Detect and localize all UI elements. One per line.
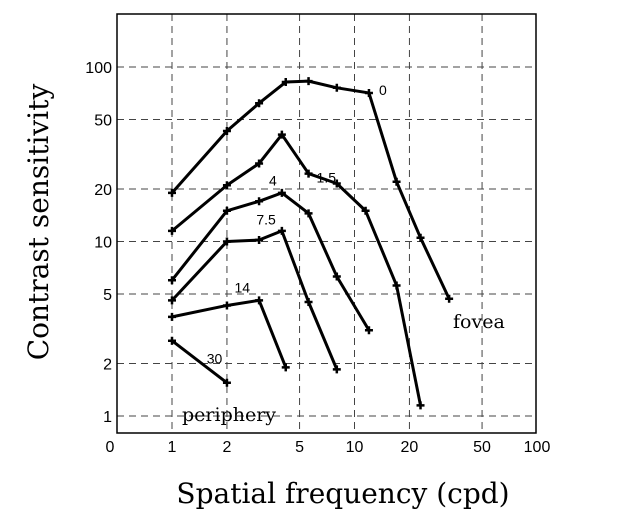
- series-label: 0: [379, 82, 387, 98]
- y-tick-label: 10: [94, 235, 112, 252]
- data-point: [222, 301, 231, 310]
- data-point: [416, 233, 425, 242]
- y-tick-label: 20: [94, 182, 112, 199]
- x-tick-label: 1: [168, 439, 177, 456]
- grid-lines: [117, 14, 536, 433]
- data-point: [222, 378, 231, 387]
- data-point: [364, 326, 373, 335]
- x-tick-label: 5: [295, 439, 304, 456]
- series-label: 14: [234, 280, 250, 296]
- data-point: [304, 298, 313, 307]
- x-tick-label: 10: [346, 439, 364, 456]
- data-point: [255, 99, 264, 108]
- series-line: [170, 79, 451, 300]
- plot-frame: [116, 13, 537, 434]
- data-point: [277, 130, 286, 139]
- data-point: [304, 209, 313, 218]
- data-point: [255, 197, 264, 206]
- data-point: [445, 294, 454, 303]
- data-point: [304, 77, 313, 86]
- x-axis-title: Spatial frequency (cpd): [176, 477, 509, 510]
- data-point: [392, 281, 401, 290]
- data-point: [222, 206, 231, 215]
- data-point: [364, 88, 373, 97]
- fovea-annotation: fovea: [453, 311, 505, 333]
- data-point: [277, 188, 286, 197]
- data-point: [222, 126, 231, 135]
- y-tick-label: 1: [103, 409, 112, 426]
- series-line: [170, 229, 339, 370]
- y-tick-label: 100: [85, 60, 112, 77]
- data-point: [332, 365, 341, 374]
- series-lines: [168, 77, 454, 410]
- data-point: [168, 336, 176, 345]
- y-axis-title: Contrast sensitivity: [22, 84, 55, 361]
- data-point: [255, 296, 264, 305]
- data-point: [168, 188, 176, 197]
- x-tick-label: 20: [401, 439, 419, 456]
- x-tick-label: 2: [222, 439, 231, 456]
- data-point: [281, 363, 290, 372]
- data-point: [168, 296, 176, 305]
- data-point: [392, 177, 401, 186]
- series-label: 4: [269, 172, 277, 188]
- data-point: [168, 312, 176, 321]
- x-origin-label: 0: [106, 439, 115, 456]
- data-point: [277, 226, 286, 235]
- x-tick-label: 50: [473, 439, 491, 456]
- data-point: [332, 272, 341, 281]
- series-line: [171, 339, 228, 384]
- labels: Spatial frequency (cpd) Contrast sensiti…: [22, 60, 550, 510]
- data-point: [332, 83, 341, 92]
- y-tick-label: 5: [103, 287, 112, 304]
- data-point: [281, 78, 290, 87]
- series-label: 30: [207, 350, 223, 366]
- data-point: [361, 206, 370, 215]
- data-point: [222, 237, 231, 246]
- data-point: [255, 159, 264, 168]
- data-point: [222, 181, 231, 190]
- periphery-annotation: periphery: [182, 404, 276, 426]
- y-tick-label: 2: [103, 356, 112, 373]
- y-tick-label: 50: [94, 113, 112, 130]
- data-point: [416, 401, 425, 410]
- series-line: [171, 298, 288, 368]
- data-point: [255, 235, 264, 244]
- data-point: [304, 169, 313, 178]
- data-point: [332, 179, 341, 188]
- data-point: [168, 226, 176, 235]
- data-point: [168, 276, 176, 285]
- x-tick-label: 100: [524, 439, 551, 456]
- series-label: 1.5: [317, 170, 337, 186]
- series-label: 7.5: [256, 212, 276, 228]
